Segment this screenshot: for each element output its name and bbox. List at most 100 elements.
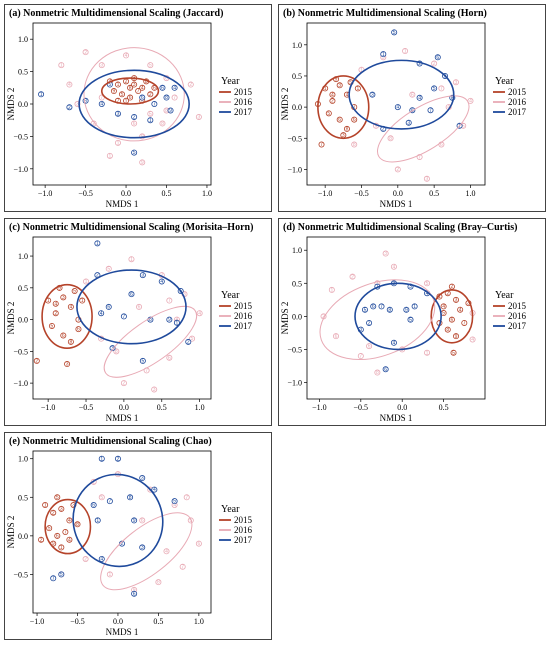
point-2015: [453, 296, 460, 303]
point-label-2015: 3: [338, 83, 341, 89]
point-label-2016: 8: [389, 136, 392, 142]
point-2017: [158, 278, 165, 285]
nmds-plot-svg: (e) Nonmetric Multidimensional Scaling (…: [6, 436, 253, 637]
y-tick-label: −0.5: [287, 134, 302, 143]
y-tick-label: 1.0: [292, 246, 302, 255]
point-2015: [66, 517, 73, 524]
legend-label-2015: 2015: [234, 515, 253, 525]
point-label-2016: 5: [149, 111, 152, 117]
point-label-2015: 2: [35, 358, 38, 364]
y-tick-label: −1.0: [287, 165, 302, 174]
point-label-2015: 6: [353, 117, 356, 123]
panel-title: (a) Nonmetric Multidimensional Scaling (…: [9, 8, 223, 19]
x-tick-label: 1.0: [194, 617, 204, 626]
point-2017: [173, 319, 180, 326]
point-label-2015: 1: [60, 545, 63, 551]
point-label-2015: 9: [455, 334, 458, 340]
point-2015: [54, 532, 61, 539]
point-label-2015: 4: [68, 518, 71, 524]
point-2017: [120, 313, 127, 320]
point-label-2015: 3: [66, 362, 69, 368]
point-2015: [42, 502, 49, 509]
y-tick-label: 0.0: [18, 316, 28, 325]
point-label-2017: 1: [382, 52, 385, 58]
point-label-2016: 6: [368, 344, 371, 350]
point-label-2017: 3: [407, 120, 410, 126]
point-label-2017: 4: [100, 102, 103, 108]
ellipse-2016: [83, 47, 185, 142]
point-label-2016: 4: [447, 105, 450, 111]
point-label-2016: 7: [440, 86, 443, 92]
point-2015: [67, 303, 74, 310]
panel-a-jaccard: (a) Nonmetric Multidimensional Scaling (…: [4, 4, 272, 212]
ellipse-2015: [100, 77, 160, 105]
point-label-2017: 7: [123, 314, 126, 320]
point-2017: [185, 338, 192, 345]
point-label-2015: 5: [48, 526, 51, 532]
point-label-2016: 3: [455, 80, 458, 86]
ellipse-2016: [376, 95, 470, 163]
point-2015: [74, 521, 81, 528]
point-2016: [82, 556, 89, 563]
y-tick-label: 1.0: [18, 455, 28, 464]
point-label-2017: 5: [433, 86, 436, 92]
point-2016: [189, 335, 196, 342]
point-label-2017: 9: [405, 307, 408, 313]
point-2016: [382, 250, 389, 257]
point-label-2015: 6: [450, 317, 453, 323]
point-2017: [139, 475, 146, 482]
y-tick-label: −0.5: [13, 570, 28, 579]
legend-label-2017: 2017: [508, 107, 527, 117]
point-label-2015: 4: [68, 537, 71, 543]
point-label-2016: 1: [92, 479, 95, 485]
point-2017: [98, 101, 105, 108]
point-label-2017: 6: [372, 304, 375, 310]
point-label-2016: 6: [138, 304, 141, 310]
point-label-2016: 6: [440, 142, 443, 148]
point-2015: [131, 81, 138, 88]
point-2016: [366, 343, 373, 350]
point-label-2017: 6: [384, 367, 387, 373]
point-2017: [58, 571, 65, 578]
point-label-2015: 2: [450, 284, 453, 290]
point-label-2017: 6: [161, 85, 164, 91]
point-2017: [166, 316, 173, 323]
point-label-2016: 1: [117, 140, 120, 146]
point-2017: [139, 357, 146, 364]
x-tick-label: 0.5: [157, 403, 167, 412]
point-2016: [147, 110, 154, 117]
point-2015: [461, 319, 468, 326]
point-label-2016: 2: [92, 121, 95, 127]
point-label-2015: 6: [62, 333, 65, 339]
point-2017: [431, 85, 438, 92]
point-2016: [136, 303, 143, 310]
point-label-2016: 6: [411, 92, 414, 98]
point-label-2017: 4: [100, 557, 103, 563]
legend-title: Year: [221, 290, 240, 301]
point-2015: [52, 300, 59, 307]
point-2017: [167, 107, 174, 114]
point-2017: [361, 306, 368, 313]
point-2017: [94, 517, 101, 524]
y-tick-label: −0.5: [13, 132, 28, 141]
point-label-2016: 3: [384, 251, 387, 257]
point-label-2017: 1: [96, 518, 99, 524]
plot-frame: [306, 22, 486, 186]
point-2016: [147, 62, 154, 69]
panel-title: (b) Nonmetric Multidimensional Scaling (…: [283, 8, 487, 19]
point-label-2015: 3: [60, 506, 63, 512]
point-label-2015: 7: [117, 98, 120, 104]
point-label-2016: 2: [433, 61, 436, 67]
x-axis-label: NMDS 1: [106, 413, 139, 423]
y-tick-label: 0.5: [18, 284, 28, 293]
point-label-2017: 7: [52, 576, 55, 582]
y-tick-label: −0.5: [13, 347, 28, 356]
point-label-2017: 3: [117, 111, 120, 117]
point-2017: [90, 502, 97, 509]
point-2016: [171, 94, 178, 101]
point-2015: [67, 338, 74, 345]
point-2017: [171, 84, 178, 91]
point-2016: [424, 349, 431, 356]
point-2017: [131, 590, 138, 597]
panel-c-morisita-horn: (c) Nonmetric Multidimensional Scaling (…: [4, 218, 272, 426]
